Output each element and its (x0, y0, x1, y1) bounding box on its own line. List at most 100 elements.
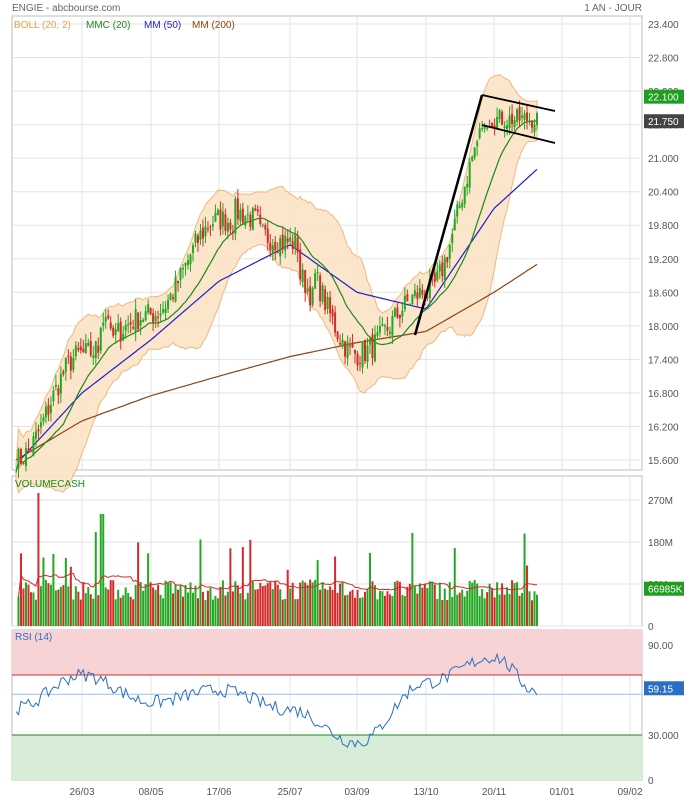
volume-bar (216, 598, 219, 626)
candle-body (403, 295, 406, 310)
candle-body (236, 198, 239, 220)
volume-bar (244, 599, 247, 626)
candle-body (234, 198, 237, 234)
candle-body (478, 128, 481, 139)
candle-body (453, 218, 456, 231)
candle-body (229, 222, 232, 230)
candle-body (219, 209, 222, 230)
volume-bar (329, 586, 332, 626)
candle-body (289, 237, 292, 242)
candle-body (241, 208, 244, 224)
candle-body (506, 124, 509, 130)
volume-bar (29, 592, 32, 626)
candle-body (438, 264, 441, 272)
volume-bar (291, 582, 294, 626)
volume-bar (319, 589, 322, 626)
volume-bar (211, 599, 214, 626)
volume-bar (172, 593, 175, 626)
volume-bar (366, 589, 369, 626)
candle-body (62, 371, 65, 375)
volume-bar (451, 597, 454, 626)
volume-bar (428, 581, 431, 626)
volume-bar (433, 584, 436, 626)
volume-bar (536, 594, 538, 626)
volume-badge-text: 66985K (648, 585, 683, 596)
candle-body (29, 450, 32, 452)
rsi-line (15, 652, 538, 749)
candle-body (104, 317, 107, 322)
candle-body (359, 362, 362, 364)
volume-bar (498, 594, 501, 626)
volume-bar (473, 580, 476, 626)
candle-body (294, 234, 297, 249)
candle-body (57, 388, 60, 396)
volume-bar (468, 580, 471, 626)
candle-body (137, 312, 140, 330)
volume-bar (324, 588, 327, 626)
candle-body (246, 214, 249, 216)
candle-body (446, 257, 449, 263)
volume-bar (269, 582, 272, 626)
candle-body (388, 331, 391, 334)
volume-bar (134, 584, 137, 626)
volume-bar (229, 548, 232, 626)
candle-body (344, 341, 347, 357)
candle-body (523, 113, 526, 120)
candle-body (463, 186, 466, 205)
volume-bar (224, 595, 227, 626)
candle-body (334, 312, 337, 333)
candle-body (259, 214, 262, 224)
volume-bar (112, 580, 115, 626)
candle-body (296, 237, 299, 253)
rsi-badge (644, 681, 684, 696)
volume-tick-label: 270M (648, 496, 673, 507)
candle-body (67, 355, 70, 357)
volume-bar (309, 579, 312, 626)
price-tick-label: 18.600 (648, 288, 679, 299)
candle-body (261, 224, 264, 226)
candle-body (436, 271, 439, 281)
volume-bar (456, 594, 459, 626)
period-label[interactable]: 1 AN - JOUR (584, 3, 642, 14)
candle-body (172, 297, 175, 299)
candle-body (521, 115, 524, 118)
volume-bar (59, 586, 62, 626)
candle-body (351, 343, 354, 348)
price-panel-frame (11, 15, 643, 471)
candle-body (152, 313, 155, 323)
volume-bar (334, 556, 337, 626)
candle-body (216, 210, 219, 216)
volume-bar (403, 595, 406, 626)
candle-body (149, 307, 152, 315)
volume-bar (24, 582, 27, 626)
candle-body (398, 314, 401, 319)
rsi-oversold-zone (12, 735, 642, 780)
candle-body (27, 448, 30, 451)
volume-bar (219, 586, 222, 626)
volume-bar (57, 589, 60, 626)
candle-body (396, 307, 399, 318)
volume-bar (87, 586, 90, 626)
candle-body (32, 436, 35, 456)
candle-body (269, 242, 272, 251)
volume-bar (82, 582, 85, 626)
last-price-badge-text: 22.100 (648, 93, 679, 104)
volume-bar (316, 560, 319, 626)
volume-bar (301, 580, 304, 626)
candle-body (311, 288, 314, 305)
volume-bar (99, 514, 102, 626)
volume-badge (644, 581, 684, 596)
candle-body (386, 326, 389, 331)
volume-bar (493, 597, 496, 626)
volume-bar (97, 595, 100, 626)
volume-bar (351, 589, 354, 626)
candle-body (89, 341, 92, 356)
volume-bar (336, 592, 339, 626)
volume-bar (214, 595, 217, 626)
rsi-badge-text: 59.15 (648, 684, 673, 695)
volume-bar (446, 600, 449, 626)
candle-body (418, 287, 421, 298)
candle-body (274, 241, 277, 251)
volume-bar (107, 589, 110, 626)
